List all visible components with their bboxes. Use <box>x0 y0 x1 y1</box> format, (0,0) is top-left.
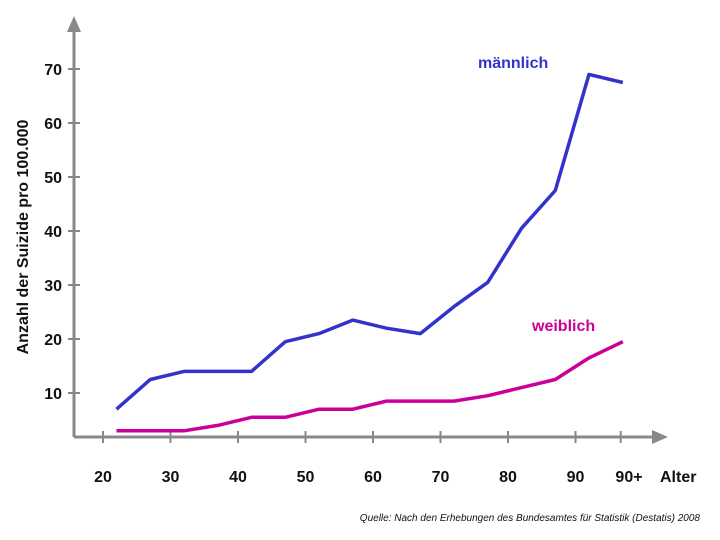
x-tick-label: 90+ <box>615 469 642 486</box>
series-line-maennlich <box>115 72 624 411</box>
y-tick-label: 20 <box>44 332 62 349</box>
x-tick-label: 30 <box>162 469 180 486</box>
source-note: Quelle: Nach den Erhebungen des Bundesam… <box>360 513 701 524</box>
y-tick-label: 60 <box>44 116 62 133</box>
series-label-maennlich: männlich <box>478 55 548 72</box>
x-axis-arrow <box>652 430 668 444</box>
series-label-weiblich: weiblich <box>531 318 595 335</box>
x-tick-label: 70 <box>432 469 450 486</box>
y-tick-label: 10 <box>44 386 62 403</box>
y-tick-label: 40 <box>44 224 62 241</box>
y-axis-title: Anzahl der Suizide pro 100.000 <box>15 120 32 355</box>
x-tick-label: 20 <box>94 469 112 486</box>
series-line-weiblich <box>116 340 624 433</box>
y-tick-label: 70 <box>44 62 62 79</box>
x-tick-label: 60 <box>364 469 382 486</box>
x-tick-label: 50 <box>297 469 315 486</box>
x-ticks: 20 30 40 50 60 70 80 90 90+ <box>94 431 643 486</box>
axes <box>67 16 668 444</box>
y-tick-label: 30 <box>44 278 62 295</box>
series-lines <box>115 72 624 433</box>
y-tick-label: 50 <box>44 170 62 187</box>
x-tick-label: 40 <box>229 469 247 486</box>
y-axis-arrow <box>67 16 81 32</box>
y-ticks: 10 20 30 40 50 60 70 <box>44 62 80 403</box>
x-tick-label: 80 <box>499 469 517 486</box>
x-axis-title: Alter <box>660 469 696 486</box>
x-tick-label: 90 <box>567 469 585 486</box>
